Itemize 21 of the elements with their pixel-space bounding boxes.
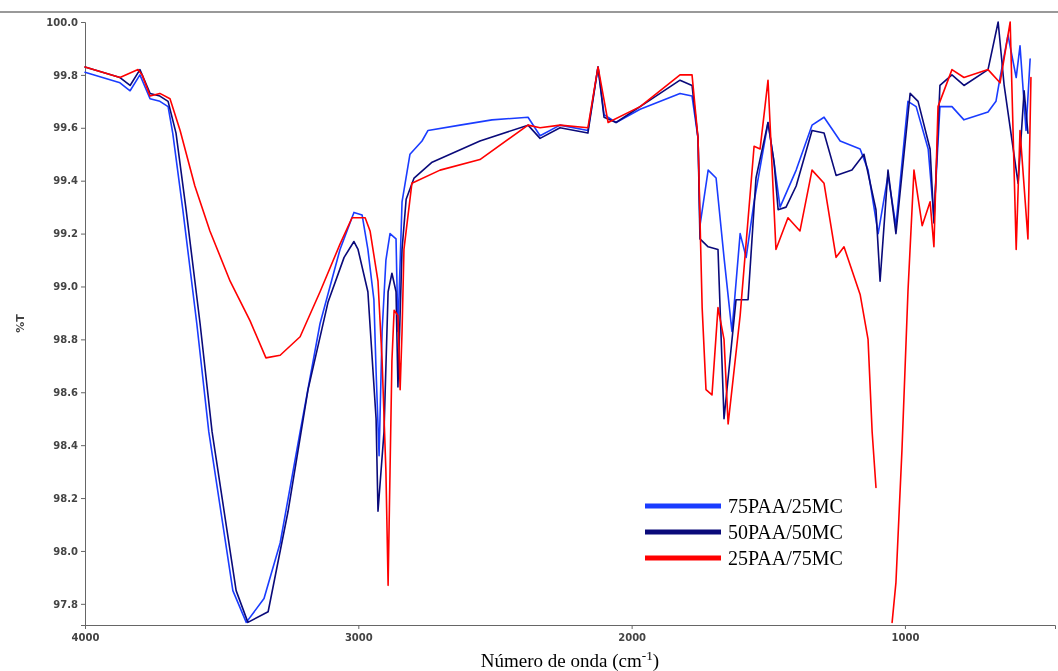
x-axis-title: Número de onda (cm$^{-1}$) [480, 647, 660, 671]
y-tick-label: 98.4 [53, 439, 79, 451]
y-tick-label: 97.8 [53, 598, 79, 610]
y-tick-label: 98.8 [53, 334, 79, 346]
y-tick-label: 98.2 [53, 492, 79, 504]
y-tick-label: 99.4 [53, 175, 79, 187]
y-tick-label: 98.6 [53, 386, 79, 398]
legend-label: 25PAA/75MC [728, 547, 843, 569]
legend-label: 50PAA/50MC [728, 521, 843, 543]
legend-label: 75PAA/25MC [728, 495, 843, 517]
y-tick-label: 100.0 [46, 16, 79, 28]
x-tick-label: 3000 [344, 632, 373, 643]
y-tick-label: 99.6 [53, 122, 79, 134]
y-tick-label: 99.2 [53, 228, 79, 240]
y-tick-label: 99.8 [53, 69, 79, 81]
y-axis-title: %T [14, 313, 27, 333]
y-tick-label: 98.0 [53, 545, 79, 557]
x-tick-label: 2000 [618, 632, 647, 643]
y-tick-label: 99.0 [53, 281, 79, 293]
x-tick-label: 4000 [71, 632, 100, 643]
x-tick-label: 1000 [891, 632, 920, 643]
